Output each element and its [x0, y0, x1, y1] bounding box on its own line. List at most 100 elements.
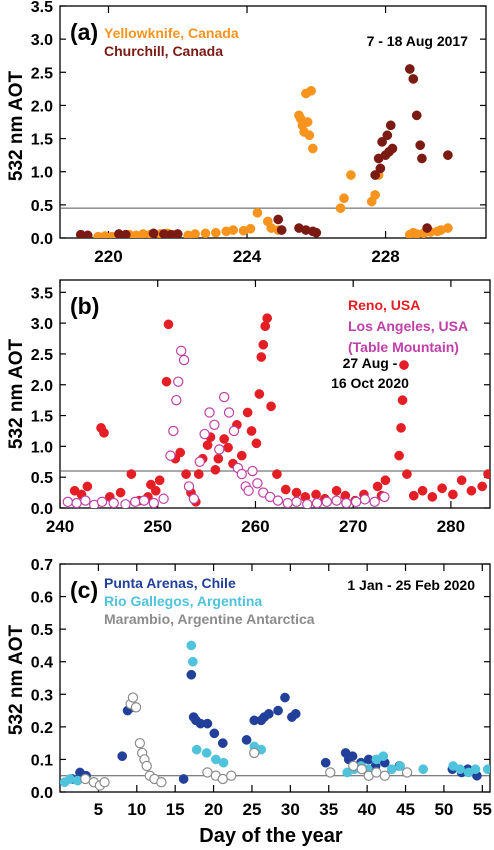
- x-tick-label: 20: [204, 800, 223, 819]
- point-marambio-argentine-antarctica: [141, 760, 152, 772]
- point-marambio-argentine-antarctica: [156, 777, 167, 788]
- x-axis-title: Day of the year: [199, 825, 343, 847]
- point-reno-usa: [437, 483, 447, 494]
- y-tick-label: 2.5: [31, 347, 53, 364]
- point-los-angeles-usa: [214, 444, 225, 455]
- point-reno-usa: [223, 442, 233, 453]
- y-tick-label: 0.7: [31, 557, 53, 574]
- point-los-angeles-usa: [331, 495, 342, 506]
- data-points: [75, 64, 453, 238]
- plot-frame: [59, 5, 487, 239]
- point-los-angeles-usa: [165, 450, 176, 461]
- point-reno-usa: [448, 489, 458, 500]
- panel-label: (c): [70, 577, 98, 603]
- point-los-angeles-usa: [321, 496, 332, 508]
- point-reno-usa: [396, 423, 406, 433]
- legend-entry: Los Angeles, USA: [348, 318, 468, 334]
- point-reno-usa: [408, 490, 419, 501]
- point-los-angeles-usa: [130, 496, 141, 508]
- point-reno-usa: [466, 485, 477, 496]
- point-los-angeles-usa: [350, 496, 362, 508]
- legend-entry: Marambio, Argentine Antarctica: [104, 611, 315, 627]
- point-los-angeles-usa: [291, 496, 302, 508]
- point-los-angeles-usa: [272, 495, 284, 506]
- y-tick-label: 0.5: [31, 470, 53, 487]
- point-churchill-canada: [82, 230, 93, 238]
- point-los-angeles-usa: [199, 428, 210, 440]
- point-yellowknife-canada: [306, 85, 316, 96]
- point-reno-usa: [427, 492, 438, 502]
- point-reno-usa: [417, 485, 428, 496]
- point-rio-gallegos-argentina: [386, 764, 397, 775]
- data-points: [62, 313, 490, 508]
- point-churchill-canada: [443, 150, 453, 160]
- point-punta-arenas-chile: [273, 705, 283, 716]
- point-los-angeles-usa: [218, 391, 230, 403]
- point-reno-usa: [291, 487, 302, 498]
- point-rio-gallegos-argentina: [455, 764, 465, 775]
- point-reno-usa: [181, 469, 191, 479]
- point-yellowknife-canada: [252, 207, 263, 218]
- point-los-angeles-usa: [188, 493, 200, 504]
- y-tick-label: 1.5: [31, 132, 53, 149]
- point-los-angeles-usa: [194, 456, 205, 467]
- date-range-text: 7 - 18 Aug 2017: [367, 33, 469, 49]
- point-reno-usa: [394, 450, 404, 461]
- point-reno-usa: [311, 489, 321, 500]
- point-churchill-canada: [408, 74, 419, 84]
- point-marambio-argentine-antarctica: [379, 770, 391, 781]
- point-yellowknife-canada: [228, 225, 239, 235]
- y-tick-label: 3.5: [31, 285, 53, 302]
- x-tick-label: 25: [243, 800, 262, 819]
- point-los-angeles-usa: [223, 407, 235, 418]
- panels: 0.0 0.5 1.0 1.5 2.0 2.5 3.0 3.5 220 224 228 532 nm …: [6, 0, 492, 819]
- x-tick-label: 250: [144, 517, 172, 536]
- x-tick-label: 15: [166, 800, 185, 819]
- point-los-angeles-usa: [247, 465, 258, 477]
- date-range-text: 16 Oct 2020: [331, 375, 409, 391]
- point-reno-usa: [126, 469, 137, 479]
- point-los-angeles-usa: [158, 493, 169, 504]
- y-tick-label: 0.1: [31, 752, 53, 769]
- point-churchill-canada: [120, 229, 131, 238]
- point-reno-usa: [210, 464, 221, 475]
- point-reno-usa: [163, 319, 174, 330]
- point-punta-arenas-chile: [347, 751, 358, 762]
- point-marambio-argentine-antarctica: [217, 773, 228, 785]
- point-marambio-argentine-antarctica: [226, 770, 237, 781]
- point-rio-gallegos-argentina: [418, 764, 429, 775]
- point-punta-arenas-chile: [320, 757, 331, 768]
- point-punta-arenas-chile: [209, 728, 220, 739]
- point-los-angeles-usa: [228, 425, 240, 437]
- panel-label: (b): [70, 293, 99, 319]
- point-rio-gallegos-argentina: [187, 656, 198, 667]
- point-churchill-canada: [404, 64, 415, 74]
- point-los-angeles-usa: [379, 491, 390, 503]
- point-los-angeles-usa: [120, 499, 131, 508]
- point-los-angeles-usa: [341, 497, 352, 508]
- point-churchill-canada: [382, 130, 393, 141]
- point-punta-arenas-chile: [264, 708, 274, 719]
- point-punta-arenas-chile: [117, 751, 128, 762]
- point-reno-usa: [254, 389, 265, 399]
- point-punta-arenas-chile: [280, 692, 290, 703]
- point-yellowknife-canada: [245, 223, 256, 234]
- point-rio-gallegos-argentina: [395, 761, 406, 771]
- point-churchill-canada: [148, 228, 159, 238]
- point-reno-usa: [251, 438, 262, 449]
- x-tick-label: 50: [434, 800, 453, 819]
- point-churchill-canada: [422, 223, 432, 233]
- point-churchill-canada: [172, 229, 183, 238]
- point-reno-usa: [397, 395, 408, 406]
- y-tick-label: 0.4: [31, 655, 53, 672]
- y-tick-label: 2.0: [31, 98, 53, 115]
- x-tick-label: 280: [437, 517, 465, 536]
- y-tick-label: 3.0: [31, 32, 53, 49]
- data-points: [60, 640, 490, 791]
- point-churchill-canada: [385, 120, 396, 131]
- point-reno-usa: [175, 447, 186, 458]
- point-reno-usa: [456, 475, 467, 486]
- x-tick-label: 40: [358, 800, 377, 819]
- y-axis-title: 532 nm AOT: [6, 71, 27, 182]
- point-rio-gallegos-argentina: [482, 764, 490, 775]
